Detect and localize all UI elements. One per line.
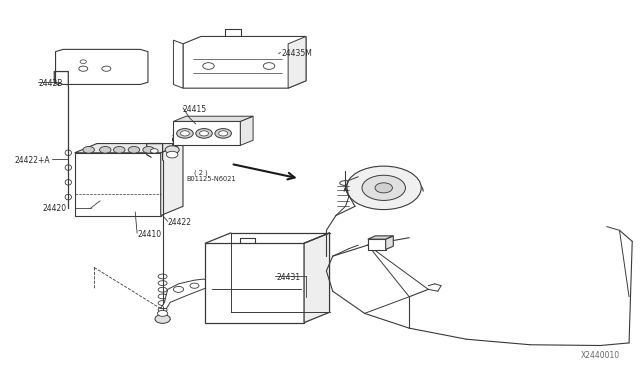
- Circle shape: [177, 129, 193, 138]
- Text: 24420: 24420: [43, 204, 67, 214]
- Polygon shape: [75, 144, 183, 153]
- Circle shape: [83, 147, 95, 153]
- Circle shape: [80, 60, 86, 64]
- Text: 24435M: 24435M: [282, 49, 313, 58]
- Polygon shape: [288, 36, 306, 88]
- Polygon shape: [205, 243, 304, 323]
- Circle shape: [150, 149, 158, 153]
- Circle shape: [173, 286, 184, 292]
- Circle shape: [79, 66, 88, 71]
- Text: 2442B: 2442B: [38, 79, 63, 88]
- Circle shape: [263, 62, 275, 69]
- Circle shape: [155, 314, 170, 323]
- Text: 24410: 24410: [137, 230, 161, 239]
- Text: B01125-N6021: B01125-N6021: [186, 176, 236, 182]
- Circle shape: [190, 283, 199, 288]
- Circle shape: [157, 310, 168, 316]
- Polygon shape: [75, 153, 161, 215]
- Polygon shape: [161, 144, 183, 215]
- Circle shape: [362, 175, 406, 201]
- Text: 24422: 24422: [168, 218, 192, 227]
- Circle shape: [102, 66, 111, 71]
- Circle shape: [165, 146, 179, 154]
- Polygon shape: [173, 116, 253, 121]
- Polygon shape: [368, 239, 386, 250]
- Text: 24431: 24431: [276, 273, 301, 282]
- Circle shape: [200, 131, 209, 136]
- Circle shape: [180, 131, 189, 136]
- Polygon shape: [173, 121, 241, 145]
- Polygon shape: [56, 49, 148, 84]
- Circle shape: [196, 129, 212, 138]
- Polygon shape: [183, 36, 306, 88]
- Polygon shape: [368, 236, 394, 239]
- Text: 24415: 24415: [183, 105, 207, 114]
- Text: X2440010: X2440010: [580, 351, 620, 360]
- Circle shape: [166, 151, 178, 158]
- Circle shape: [375, 183, 392, 193]
- Circle shape: [100, 147, 111, 153]
- Circle shape: [203, 62, 214, 69]
- Polygon shape: [304, 233, 330, 323]
- Text: ( 2 ): ( 2 ): [194, 170, 207, 176]
- Circle shape: [219, 131, 228, 136]
- Polygon shape: [161, 279, 211, 309]
- Circle shape: [346, 166, 421, 209]
- Polygon shape: [241, 116, 253, 145]
- Circle shape: [113, 147, 125, 153]
- Text: 24422+A: 24422+A: [14, 156, 50, 166]
- Circle shape: [215, 129, 232, 138]
- Polygon shape: [173, 40, 183, 88]
- Circle shape: [128, 147, 140, 153]
- Polygon shape: [386, 236, 394, 250]
- Circle shape: [143, 147, 154, 153]
